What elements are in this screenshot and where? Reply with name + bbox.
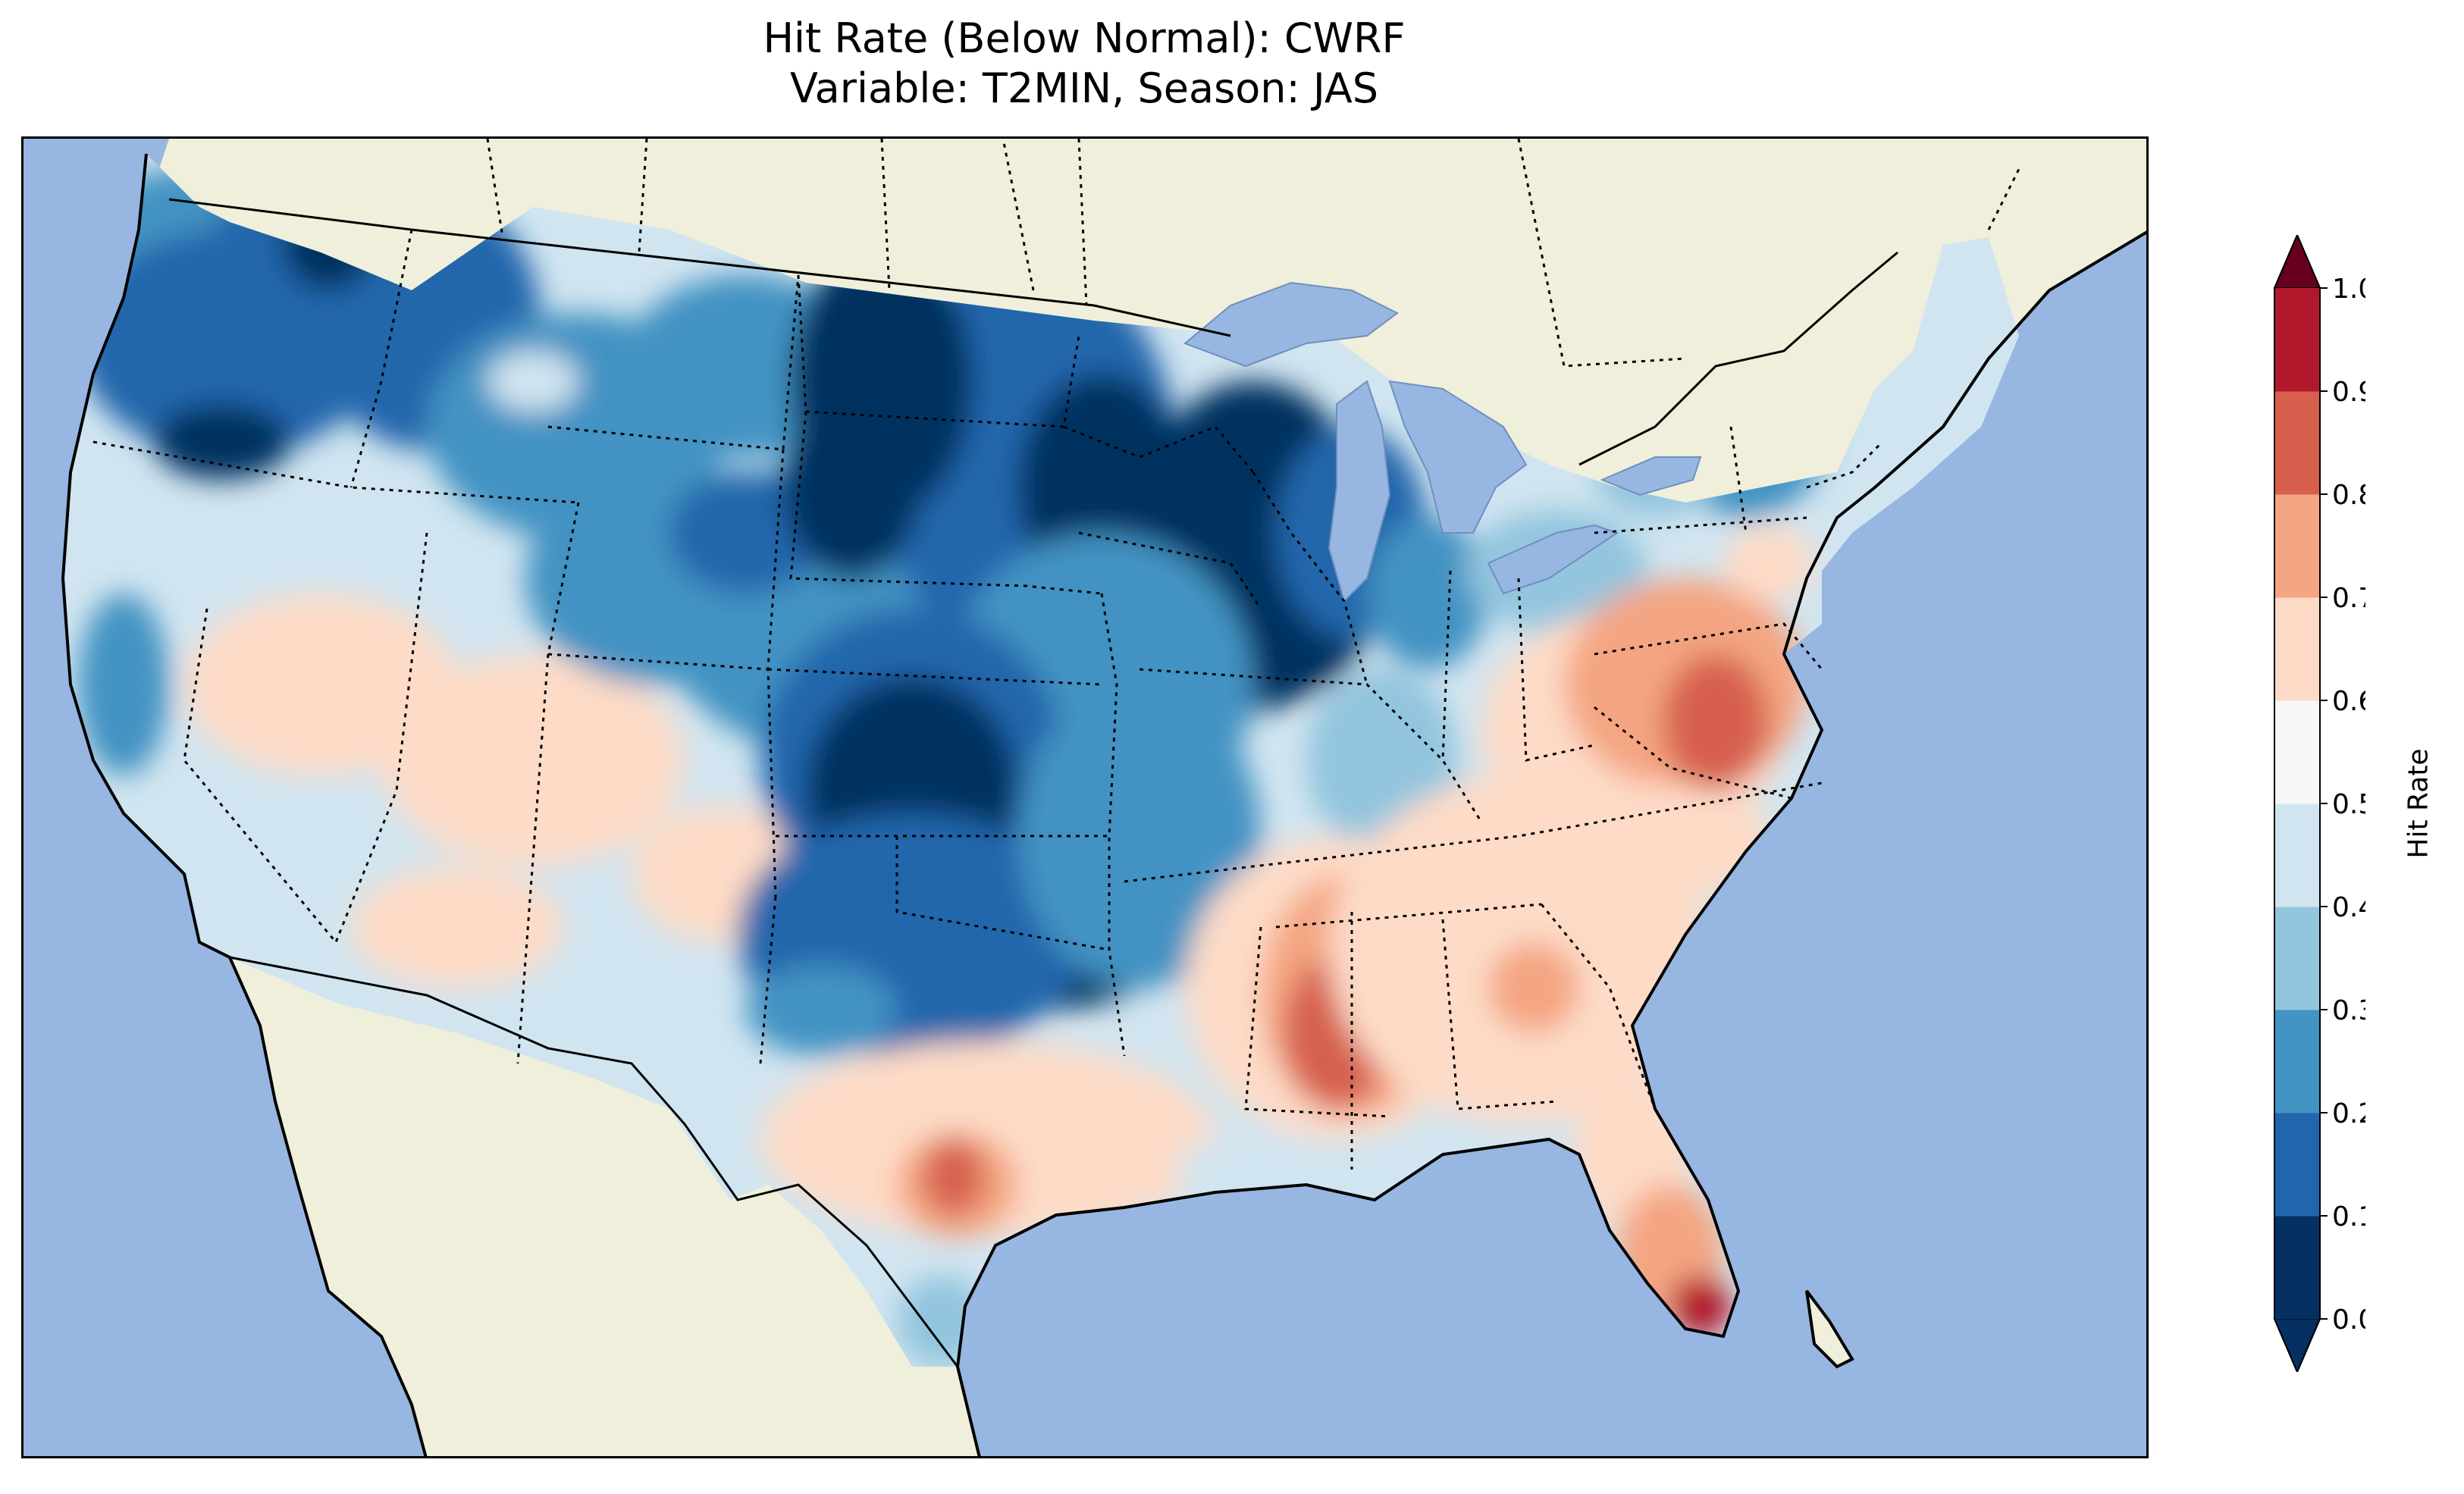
colorbar-bin: [2274, 803, 2320, 907]
map-svg: [24, 139, 2146, 1456]
map-title: Hit Rate (Below Normal): CWRF Variable: …: [0, 14, 2168, 114]
title-line-1: Hit Rate (Below Normal): CWRF: [763, 14, 1406, 62]
colorbar-bin: [2274, 907, 2320, 1010]
colorbar-tick-label: 0.0: [2332, 1305, 2365, 1336]
colorbar-svg: 0.0 0.1 0.2 0.3 0.4 0.5 0.6 0.7 0.8 0.9 1.0: [2273, 233, 2375, 1374]
colorbar-extend-min: [2273, 1318, 2321, 1374]
colorbar-tick-label: 0.4: [2332, 892, 2365, 923]
colorbar-extend-max: [2273, 233, 2321, 289]
colorbar-tick-label: 0.1: [2332, 1201, 2365, 1232]
colorbar-tick-label: 0.3: [2332, 995, 2365, 1026]
colorbar-bin: [2274, 1010, 2320, 1113]
great-lakes: [1183, 281, 1702, 603]
colorbar-tick-label: 0.7: [2332, 583, 2365, 614]
colorbar-bin: [2274, 1216, 2320, 1320]
province-borders: [486, 139, 2020, 368]
colorbar-tick-label: 0.9: [2332, 377, 2365, 408]
colorbar-bin: [2274, 494, 2320, 598]
colorbar-tick-label: 0.2: [2332, 1098, 2365, 1129]
colorbar-tick-label: 0.6: [2332, 686, 2365, 717]
title-line-2: Variable: T2MIN, Season: JAS: [789, 64, 1379, 112]
map-panel: [21, 136, 2149, 1458]
colorbar-tick-label: 1.0: [2332, 274, 2365, 305]
colorbar-tick-label: 0.5: [2332, 789, 2365, 820]
state-borders: [92, 139, 1884, 1170]
colorbar-bin: [2274, 288, 2320, 392]
colorbar-tick-label: 0.8: [2332, 480, 2365, 511]
colorbar-bin: [2274, 597, 2320, 701]
colorbar: 0.0 0.1 0.2 0.3 0.4 0.5 0.6 0.7 0.8 0.9 1.0: [2267, 233, 2375, 1374]
colorbar-bin: [2274, 1113, 2320, 1217]
colorbar-bin: [2274, 391, 2320, 495]
colorbar-label: Hit Rate: [2403, 748, 2434, 859]
colorbar-bin: [2274, 700, 2320, 804]
country-borders: [168, 198, 1898, 1367]
coastlines: [61, 153, 2146, 1456]
